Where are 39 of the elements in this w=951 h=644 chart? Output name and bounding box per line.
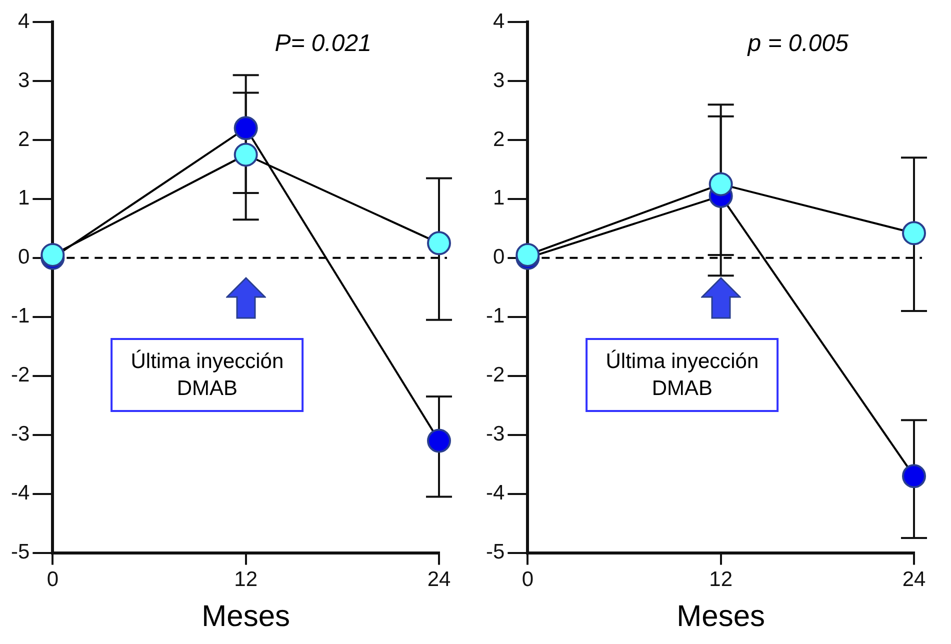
point — [708, 172, 733, 196]
point — [234, 142, 258, 167]
x-tick-label: 24 — [902, 568, 926, 592]
y-tick-label: 0 — [18, 246, 30, 269]
point — [234, 116, 258, 140]
y-tick-label: 0 — [492, 246, 505, 269]
x-axis-title: Meses — [676, 600, 766, 634]
x-tick-label: 12 — [709, 568, 733, 592]
point — [902, 464, 926, 488]
y-tick-label: -1 — [486, 304, 505, 328]
y-tick-label: 3 — [18, 68, 30, 92]
point — [902, 221, 926, 246]
y-tick-label: 2 — [492, 128, 505, 151]
y-tick-label: -2 — [10, 364, 30, 387]
y-tick-label: 1 — [492, 186, 505, 210]
y-tick-label: 4 — [18, 10, 30, 33]
annotation: p = 0.005 — [748, 30, 848, 58]
annotation: Última inyección DMAB — [586, 338, 779, 412]
y-tick-label: 1 — [18, 186, 30, 210]
x-tick-label: 12 — [234, 568, 258, 592]
y-tick-label: -4 — [486, 482, 505, 505]
point — [427, 428, 451, 453]
y-tick-label: -5 — [486, 540, 505, 564]
y-tick-label: -1 — [10, 304, 30, 328]
x-tick-label: 24 — [427, 568, 451, 592]
y-tick-label: -3 — [10, 422, 30, 446]
y-tick-label: -2 — [486, 364, 505, 387]
annotation: P= 0.021 — [274, 30, 372, 58]
y-tick-label: -4 — [10, 482, 30, 505]
x-tick-label: 0 — [46, 568, 59, 592]
annotation: Última inyección DMAB — [110, 338, 304, 412]
x-tick-label: 0 — [522, 568, 534, 592]
y-tick-label: 2 — [18, 128, 30, 151]
y-tick-label: 3 — [492, 68, 505, 92]
x-axis-title: Meses — [202, 600, 290, 634]
y-tick-label: -5 — [10, 540, 30, 564]
y-tick-label: 4 — [492, 10, 505, 33]
point — [427, 231, 451, 256]
y-tick-label: -3 — [486, 422, 505, 446]
